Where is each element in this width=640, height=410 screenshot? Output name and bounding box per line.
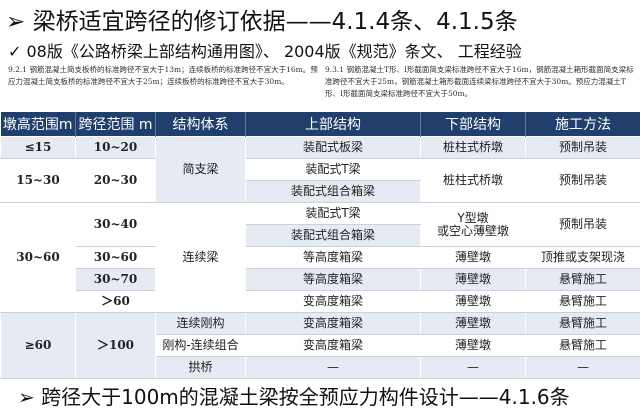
table-cell: 预制吊装 (525, 136, 640, 159)
table-cell: Y型墩 或空心薄壁墩 (420, 202, 526, 247)
table-row: 30~60 等高度箱梁 薄壁墩 顶推或支架现浇 (1, 246, 640, 269)
table-cell: 连续刚构 (155, 312, 246, 335)
table-cell: 薄壁墩 (420, 268, 526, 291)
table-row: 刚构-连续组合 变高度箱梁 薄壁墩 悬臂施工 (1, 334, 640, 357)
table-cell: 变高度箱梁 (245, 290, 421, 313)
table-cell: 预制吊装 (525, 158, 640, 203)
table-cell: ≥60 (0, 312, 76, 379)
table-cell: 30~60 (0, 202, 76, 313)
table-cell: 拱桥 (155, 356, 246, 379)
column-header: 下部结构 (420, 112, 526, 137)
table-row: 30~60 30~40 连续梁 装配式T梁 Y型墩 或空心薄壁墩 预制吊装 (0, 202, 640, 313)
table-cell: 简支梁 (155, 136, 246, 203)
table-cell: — (245, 356, 421, 379)
column-header: 跨径范围 m (75, 112, 156, 137)
table-cell: 悬臂施工 (525, 290, 640, 313)
table-cell: 薄壁墩 (420, 312, 526, 335)
table-row: ≤15 10~20 简支梁 装配式板梁 桩柱式桥墩 预制吊装 (0, 136, 640, 203)
table-cell: 预制吊装 (525, 202, 640, 247)
table-cell: — (525, 356, 640, 379)
code-quote-9-3-1: 9.3.1 钢筋混凝土T形、I形截面简支梁标准跨径不宜大于16m，钢筋混凝土箱形… (325, 65, 634, 98)
table-cell: ≤15 (0, 136, 76, 159)
table-cell: — (420, 356, 526, 379)
table-cell: 薄壁墩 (420, 334, 526, 357)
span-range-table: 墩高范围m 跨径范围 m 结构体系 上部结构 下部结构 施工方法 ≤15 10~20 简支梁装… (0, 112, 640, 379)
table-cell: 等高度箱梁 (245, 268, 421, 291)
table-cell: 悬臂施工 (525, 312, 640, 335)
table-cell: ＞60 (75, 290, 156, 313)
table-cell: 15~30 (0, 158, 76, 203)
table-cell: 装配式T梁 (245, 202, 421, 225)
table-cell: 等高度箱梁 (245, 246, 421, 269)
table-cell: 薄壁墩 (420, 290, 526, 313)
table-cell: 薄壁墩 (420, 246, 526, 269)
table-cell: 20~30 (75, 158, 156, 203)
slide-subtitle: ✓ 08版《公路桥梁上部结构通用图》、 2004版《规范》条文、 工程经验 (8, 42, 522, 61)
table-cell: 装配式T梁 (245, 158, 421, 181)
table-cell: 刚构-连续组合 (155, 334, 246, 357)
table-row: 装配式组合箱梁 (1, 180, 640, 203)
table-row: 30~70 等高度箱梁 薄壁墩 悬臂施工 (1, 268, 640, 291)
table-cell: 变高度箱梁 (245, 334, 421, 357)
column-header: 结构体系 (155, 112, 246, 137)
table-row: 拱桥 — — — (1, 356, 640, 379)
table-cell: 10~20 (75, 136, 156, 159)
table-cell: 变高度箱梁 (245, 312, 421, 335)
column-header: 施工方法 (525, 112, 640, 137)
column-header: 墩高范围m (0, 112, 76, 137)
slide-footer-note: ➢ 跨径大于100m的混凝土梁按全预应力构件设计——4.1.6条 (18, 385, 570, 409)
table-cell: 30~40 (75, 202, 156, 247)
table-row: ≥60 ＞100 连续刚构 变高度箱梁 薄壁墩 悬臂施工 (0, 312, 640, 379)
table-cell: 装配式组合箱梁 (245, 224, 421, 247)
table-cell: 装配式板梁 (245, 136, 421, 159)
column-header: 上部结构 (245, 112, 421, 137)
table-cell: ＞100 (75, 312, 156, 379)
table-row: 15~30 20~30 装配式T梁 桩柱式桥墩 预制吊装 (0, 158, 640, 203)
table-cell: 装配式组合箱梁 (245, 180, 421, 203)
table-cell: 连续梁 (155, 202, 246, 313)
table-row: ＞60 变高度箱梁 薄壁墩 悬臂施工 (1, 290, 640, 313)
table-cell: 桩柱式桥墩 (420, 136, 526, 159)
slide-title: ➢ 梁桥适宜跨径的修订依据——4.1.4条、4.1.5条 (6, 9, 518, 35)
table-cell: 顶推或支架现浇 (525, 246, 640, 269)
table-cell: 悬臂施工 (525, 334, 640, 357)
table-cell: 30~60 (75, 246, 156, 269)
table-cell: 桩柱式桥墩 (420, 158, 526, 203)
code-quote-9-2-1: 9.2.1 钢筋混凝土简支板桥的标准跨径不宜大于13m；连续板桥的标准跨径不宜大… (8, 65, 318, 86)
table-cell: 30~70 (75, 268, 156, 291)
table-cell: 悬臂施工 (525, 268, 640, 291)
table-row: 装配式组合箱梁 (1, 224, 640, 247)
table-header-row: 墩高范围m 跨径范围 m 结构体系 上部结构 下部结构 施工方法 (0, 112, 640, 137)
